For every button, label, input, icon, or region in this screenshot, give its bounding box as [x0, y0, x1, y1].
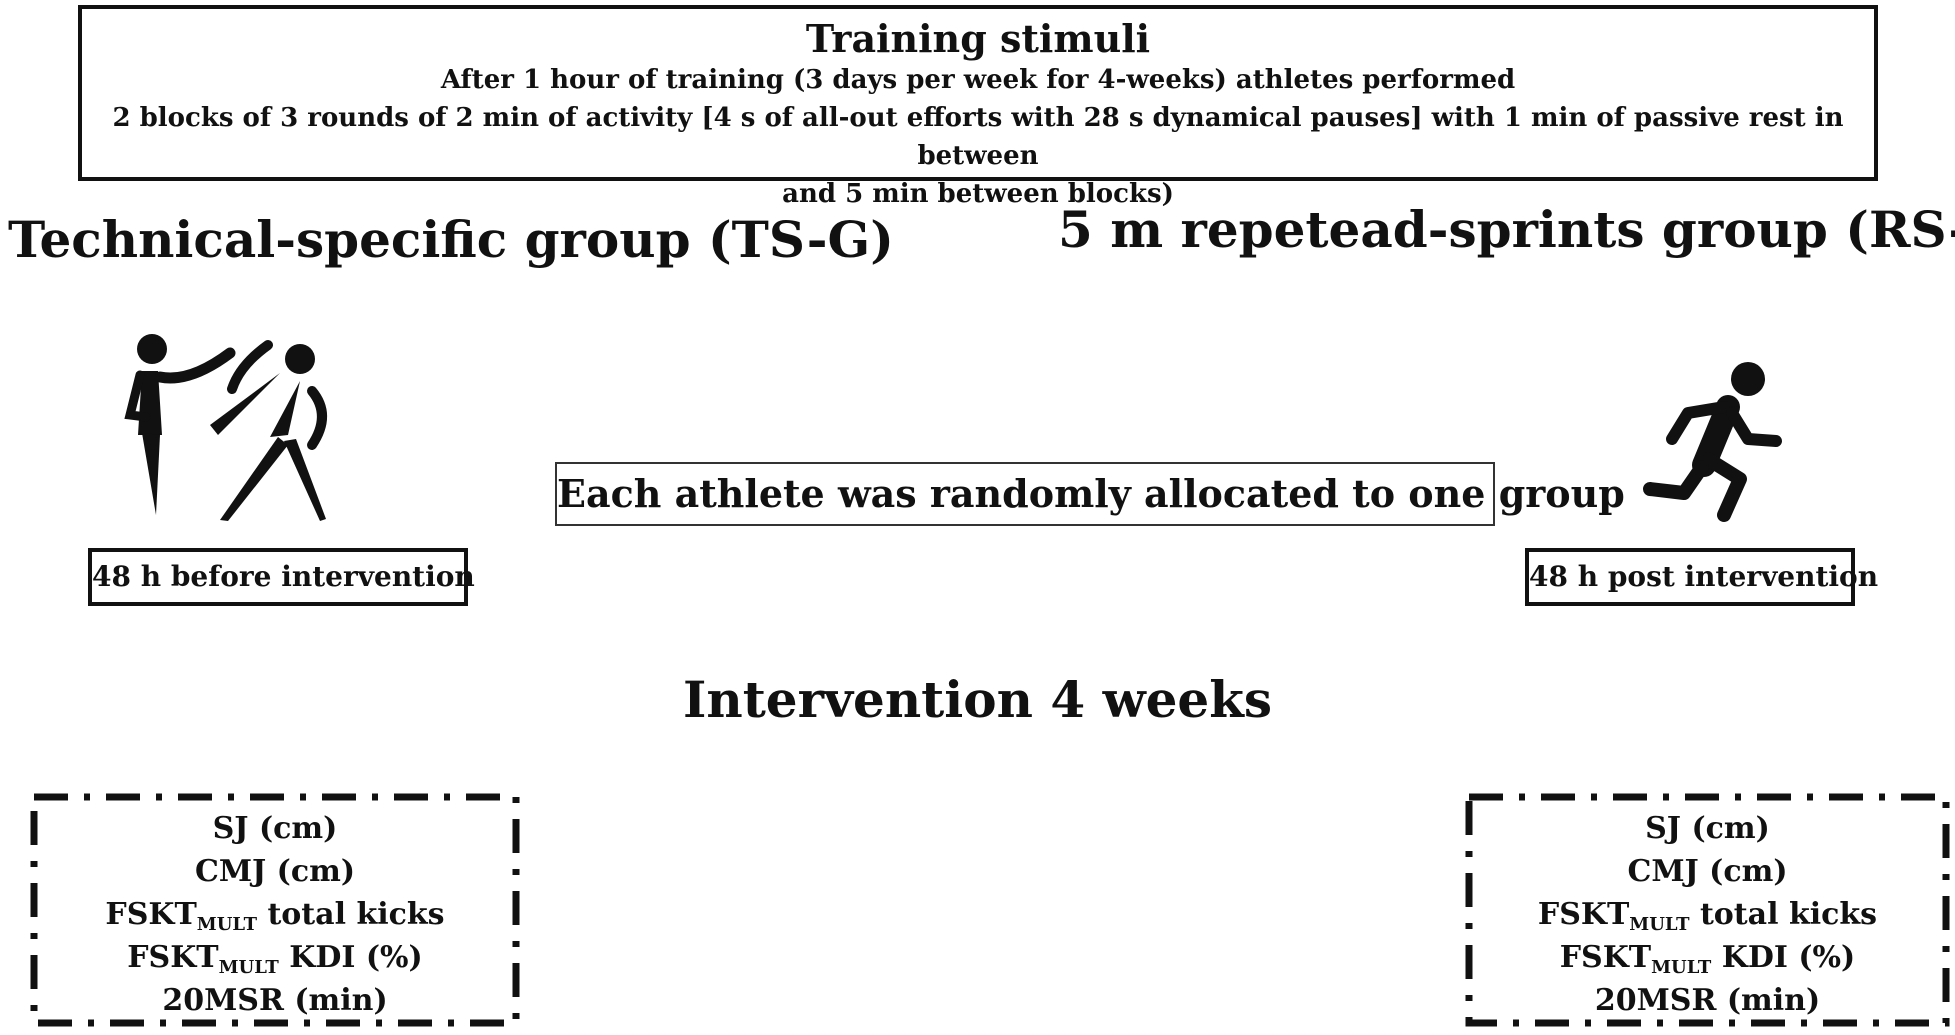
- measure-item: CMJ (cm): [1627, 854, 1788, 889]
- training-stimuli-title: Training stimuli: [805, 16, 1151, 61]
- pre-measures-list: SJ (cm) CMJ (cm) FSKTMULT total kicks FS…: [30, 793, 520, 1022]
- before-intervention-box: 48 h before intervention: [88, 548, 475, 606]
- allocation-box: Each athlete was randomly allocated to o…: [555, 462, 1625, 526]
- training-stimuli-line-3: and 5 min between blocks): [782, 179, 1174, 209]
- training-stimuli-line-2: 2 blocks of 3 rounds of 2 min of activit…: [112, 103, 1844, 171]
- pre-measures-box: SJ (cm) CMJ (cm) FSKTMULT total kicks FS…: [30, 793, 520, 1027]
- rs-group-heading: 5 m repetead-sprints group (RS-G): [1058, 200, 1955, 259]
- post-measures-box: SJ (cm) CMJ (cm) FSKTMULT total kicks FS…: [1465, 793, 1950, 1027]
- measure-item: 20MSR (min): [162, 983, 388, 1018]
- measure-item: CMJ (cm): [194, 854, 356, 889]
- measure-item: SJ (cm): [1645, 811, 1770, 846]
- taekwondo-fighters-icon: [124, 334, 327, 521]
- training-stimuli-box: Training stimuli After 1 hour of trainin…: [78, 5, 1878, 209]
- post-measures-list: SJ (cm) CMJ (cm) FSKTMULT total kicks FS…: [1465, 793, 1950, 1022]
- measure-item: 20MSR (min): [1594, 983, 1821, 1018]
- measure-item: FSKTMULT KDI (%): [1559, 940, 1856, 978]
- training-stimuli-line-1: After 1 hour of training (3 days per wee…: [440, 65, 1516, 95]
- measure-item: SJ (cm): [212, 811, 338, 846]
- post-intervention-box: 48 h post intervention: [1525, 548, 1878, 606]
- ts-group-heading: Technical-specific group (TS-G): [8, 210, 894, 269]
- runner-icon: [1643, 362, 1782, 522]
- intervention-title: Intervention 4 weeks: [682, 670, 1273, 729]
- measure-item: FSKTMULT total kicks: [1537, 897, 1878, 935]
- measure-item: FSKTMULT KDI (%): [127, 940, 423, 978]
- dash-dot-frame: [1465, 793, 1950, 1027]
- dash-dot-frame: [30, 793, 520, 1027]
- measure-item: FSKTMULT total kicks: [105, 897, 445, 935]
